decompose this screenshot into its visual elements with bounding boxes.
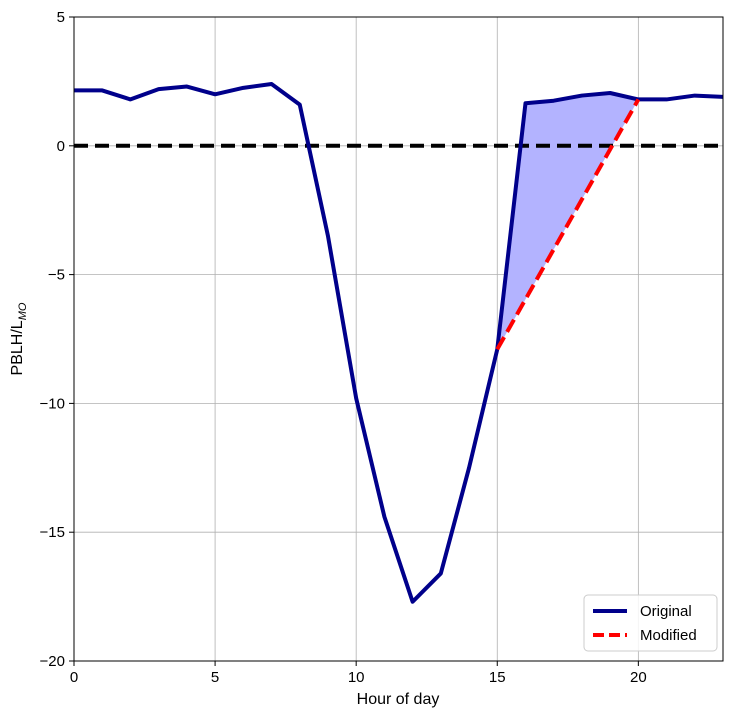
legend-label-modified: Modified (640, 627, 697, 644)
y-tick-label: 0 (57, 138, 65, 155)
x-tick-label: 0 (70, 669, 78, 686)
y-tick-label: −5 (48, 267, 65, 284)
y-tick-label: −15 (40, 524, 65, 541)
y-tick-label: −10 (40, 395, 65, 412)
y-tick-label: 5 (57, 9, 65, 26)
x-tick-label: 5 (211, 669, 219, 686)
x-tick-label: 15 (489, 669, 506, 686)
ticks: 0 5 10 15 20 5 0 −5 −10 −15 −20 (40, 9, 647, 686)
plot-frame (73, 16, 724, 662)
series-line-modified (495, 98, 641, 351)
y-axis-label-main: PBLH/L (9, 320, 26, 375)
legend-label-original: Original (640, 603, 692, 620)
y-axis-label-subscript: MO (17, 302, 29, 320)
y-axis-label: PBLH/LMO (9, 302, 29, 375)
legend: Original Modified (583, 594, 718, 652)
x-tick-label: 10 (348, 669, 365, 686)
y-tick-label: −20 (40, 653, 65, 670)
x-axis-label: Hour of day (357, 691, 440, 708)
x-tick-label: 20 (630, 669, 647, 686)
series-line-original (74, 81, 724, 604)
series-lines (74, 81, 724, 604)
